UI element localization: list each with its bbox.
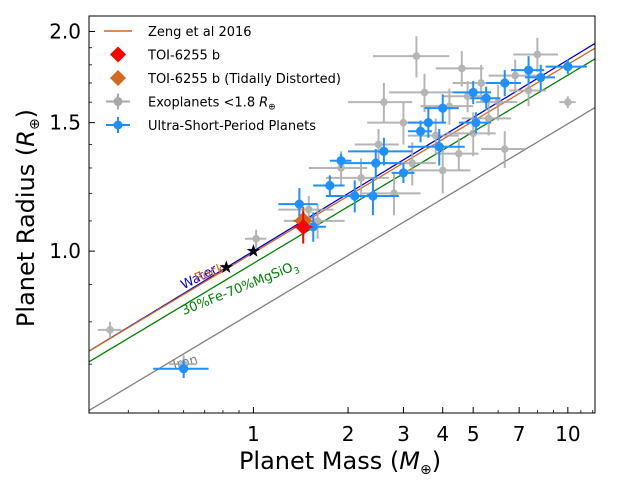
y-axis-label: Planet Radius (R⊕) bbox=[12, 109, 43, 327]
x-tick-label: 5 bbox=[467, 422, 480, 446]
usp-point bbox=[407, 120, 433, 143]
y-axis-ticks: 1.0 1.5 2.0 bbox=[49, 19, 95, 414]
exoplanet-point bbox=[475, 84, 518, 121]
usp-point bbox=[452, 81, 492, 105]
exoplanet-point bbox=[389, 73, 453, 113]
star-marker bbox=[246, 244, 261, 257]
usp-point bbox=[313, 175, 345, 196]
y-tick-label: 1.0 bbox=[49, 239, 81, 263]
exoplanet-point bbox=[64, 334, 84, 351]
legend-item: Exoplanets <1.8 R⊕ bbox=[106, 93, 276, 113]
legend-label: TOI-6255 b (Tidally Distorted) bbox=[147, 72, 341, 87]
exoplanet-point bbox=[407, 118, 459, 154]
usp-point bbox=[341, 177, 399, 216]
exoplanet-point bbox=[354, 129, 399, 161]
usp-point bbox=[344, 149, 402, 178]
usp-series bbox=[153, 56, 587, 379]
exoplanet-point bbox=[513, 37, 558, 72]
x-axis-label: Planet Mass (M⊕) bbox=[239, 447, 441, 478]
legend-label: Ultra-Short-Period Planets bbox=[148, 119, 316, 134]
usp-point bbox=[348, 137, 413, 166]
curve-rock bbox=[89, 47, 595, 352]
legend-item: TOI-6255 b bbox=[110, 46, 220, 64]
x-tick-label: 2 bbox=[342, 422, 355, 446]
usp-point bbox=[470, 86, 501, 111]
usp-point bbox=[407, 129, 465, 166]
usp-point bbox=[524, 64, 555, 91]
usp-point bbox=[153, 359, 209, 379]
usp-point bbox=[424, 94, 459, 123]
legend-label: TOI-6255 b bbox=[147, 49, 220, 64]
toi-6255b-points bbox=[293, 206, 313, 244]
exoplanet-point bbox=[348, 82, 413, 123]
exoplanet-point bbox=[325, 158, 390, 199]
curve-water bbox=[89, 42, 595, 352]
usp-point bbox=[545, 59, 587, 74]
exoplanet-point bbox=[559, 96, 576, 109]
star-marker bbox=[219, 260, 233, 274]
exoplanet-point bbox=[435, 137, 479, 171]
exoplanet-point bbox=[461, 102, 512, 136]
legend-item: Zeng et al 2016 bbox=[104, 25, 252, 40]
x-tick-label: 7 bbox=[513, 422, 526, 446]
exoplanet-point bbox=[372, 36, 450, 78]
exoplanet-series bbox=[64, 36, 576, 374]
x-tick-label: 1 bbox=[247, 422, 260, 446]
x-axis-ticks: 1 2 3 4 5 7 10 bbox=[88, 407, 594, 446]
legend: Zeng et al 2016 TOI-6255 b TOI-6255 b (Tid… bbox=[104, 25, 341, 134]
plot-frame bbox=[88, 15, 596, 414]
x-tick-label: 3 bbox=[397, 422, 410, 446]
curve-label: 30%Fe-70%MgSiO3 bbox=[180, 258, 302, 321]
curve-iron bbox=[89, 107, 595, 412]
exoplanet-point bbox=[407, 149, 471, 194]
usp-point bbox=[329, 153, 352, 168]
exoplanet-point bbox=[244, 229, 267, 248]
usp-point bbox=[407, 108, 447, 138]
exoplanet-point bbox=[435, 51, 484, 87]
usp-point bbox=[278, 188, 318, 221]
curve-30-fe-70-mgsio bbox=[89, 58, 595, 363]
usp-point bbox=[486, 70, 522, 97]
y-tick-label: 2.0 bbox=[49, 19, 81, 43]
data-series bbox=[64, 36, 587, 379]
legend-label: Exoplanets <1.8 R⊕ bbox=[148, 96, 276, 113]
model-curves bbox=[89, 42, 595, 412]
legend-item: TOI-6255 b (Tidally Distorted) bbox=[110, 70, 341, 87]
legend-item: Ultra-Short-Period Planets bbox=[106, 117, 316, 134]
usp-point bbox=[391, 163, 415, 183]
x-tick-label: 10 bbox=[555, 422, 580, 446]
toi-6255b-point bbox=[293, 211, 313, 244]
usp-point bbox=[511, 56, 545, 85]
exoplanet-point bbox=[97, 321, 122, 339]
y-tick-label: 1.5 bbox=[49, 111, 81, 135]
legend-label: Zeng et al 2016 bbox=[148, 25, 252, 40]
exoplanet-point bbox=[481, 131, 525, 168]
usp-point bbox=[458, 112, 492, 134]
x-tick-label: 4 bbox=[436, 422, 449, 446]
